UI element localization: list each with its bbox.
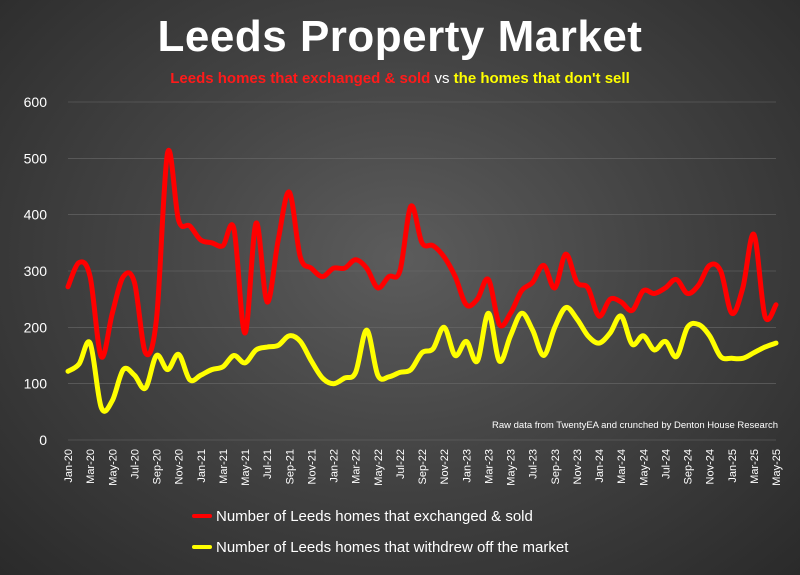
- x-tick-label: Nov-24: [705, 449, 717, 484]
- source-note: Raw data from TwentyEA and crunched by D…: [492, 420, 779, 431]
- legend-item-sold: Number of Leeds homes that exchanged & s…: [192, 506, 533, 526]
- x-tick-label: Sep-22: [417, 449, 429, 484]
- y-tick-label: 300: [24, 263, 48, 279]
- x-tick-label: Sep-24: [683, 449, 695, 484]
- x-tick-label: Nov-23: [572, 449, 584, 484]
- x-tick-label: Mar-21: [218, 449, 230, 484]
- x-axis: Jan-20 Mar-20 May-20 Jul-20 Sep-20 Nov-20 Jan-…: [63, 449, 783, 486]
- chart-title: Leeds Property Market: [157, 12, 643, 61]
- x-tick-label: Mar-22: [351, 449, 363, 484]
- y-tick-label: 500: [24, 150, 48, 166]
- x-tick-label: Jul-22: [395, 449, 407, 479]
- x-tick-label: May-24: [638, 449, 650, 486]
- x-tick-label: Jan-22: [329, 449, 341, 483]
- x-tick-label: Mar-20: [85, 449, 97, 484]
- legend-item-withdrawn: Number of Leeds homes that withdrew off …: [192, 537, 568, 557]
- y-tick-label: 600: [24, 94, 48, 110]
- series-lines: [65, 147, 779, 414]
- subtitle-withdrawn-text: the homes that don't sell: [453, 70, 630, 87]
- y-tick-label: 400: [24, 207, 48, 223]
- chart-subtitle: Leeds homes that exchanged & sold vs the…: [0, 70, 800, 87]
- legend-swatch-withdrawn: [192, 545, 212, 549]
- y-tick-label: 100: [24, 376, 48, 392]
- x-tick-label: May-21: [240, 449, 252, 486]
- x-tick-label: Jan-20: [63, 449, 75, 483]
- y-tick-label: 200: [24, 319, 48, 335]
- x-tick-label: Jul-23: [528, 449, 540, 479]
- legend-swatch-sold: [192, 514, 212, 518]
- y-tick-label: 0: [39, 432, 47, 448]
- x-tick-label: Sep-21: [284, 449, 296, 484]
- x-tick-label: May-23: [506, 449, 518, 486]
- x-tick-label: May-20: [107, 449, 119, 486]
- x-tick-label: Nov-21: [306, 449, 318, 484]
- y-axis: 0 100 200 300 400 500 600: [24, 94, 48, 448]
- x-tick-label: Sep-20: [152, 449, 164, 484]
- x-tick-label: Mar-24: [616, 449, 628, 484]
- x-tick-label: Jan-25: [727, 449, 739, 483]
- legend-label-sold: Number of Leeds homes that exchanged & s…: [216, 507, 533, 525]
- x-tick-label: Jul-21: [262, 449, 274, 479]
- x-tick-label: May-22: [373, 449, 385, 486]
- x-tick-label: Nov-20: [174, 449, 186, 484]
- series-line-withdrawn: [65, 304, 779, 414]
- x-tick-label: Jul-20: [129, 449, 141, 479]
- x-tick-label: Jul-24: [660, 449, 672, 479]
- x-tick-label: Jan-24: [594, 449, 606, 483]
- x-tick-label: Nov-22: [439, 449, 451, 484]
- x-tick-label: Mar-23: [483, 449, 495, 484]
- x-tick-label: Sep-23: [550, 449, 562, 484]
- subtitle-vs-text: vs: [434, 70, 450, 87]
- x-tick-label: Jan-23: [461, 449, 473, 483]
- x-tick-label: Jan-21: [196, 449, 208, 483]
- gridlines: [68, 101, 776, 441]
- x-tick-label: Mar-25: [749, 449, 761, 484]
- legend-label-withdrawn: Number of Leeds homes that withdrew off …: [216, 538, 569, 556]
- x-tick-label: May-25: [771, 449, 783, 486]
- subtitle-sold-text: Leeds homes that exchanged & sold: [170, 70, 431, 87]
- series-line-sold: [65, 147, 779, 360]
